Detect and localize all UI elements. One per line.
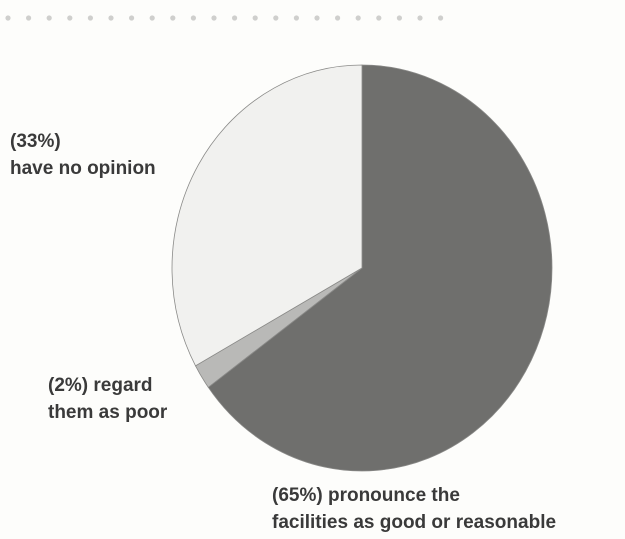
dot xyxy=(252,15,258,21)
category-label: pronounce the facilities as good or reas… xyxy=(272,485,557,533)
pie xyxy=(171,64,553,472)
slice-label: (65%) pronounce the facilities as good o… xyxy=(272,482,622,536)
value-label: (2%) xyxy=(48,375,89,396)
dot xyxy=(5,15,11,21)
dot xyxy=(335,15,341,21)
dot xyxy=(129,15,135,21)
dot xyxy=(293,15,299,21)
dot xyxy=(376,15,382,21)
dot xyxy=(46,15,52,21)
dot xyxy=(232,15,238,21)
pie-slice xyxy=(207,64,553,472)
dot xyxy=(170,15,176,21)
dot xyxy=(108,15,114,21)
dot xyxy=(211,15,217,21)
dot xyxy=(417,15,423,21)
dot xyxy=(67,15,73,21)
value-label: (65%) xyxy=(272,485,323,506)
dot xyxy=(355,15,361,21)
dot xyxy=(26,15,32,21)
slice-label: (2%) regard them as poor xyxy=(48,372,183,426)
dot xyxy=(87,15,93,21)
pie-slice xyxy=(171,64,363,367)
value-label: (33%) xyxy=(10,131,61,152)
dot xyxy=(396,15,402,21)
slice-label: (33%) have no opinion xyxy=(10,128,230,182)
decorative-dots xyxy=(5,15,444,21)
dot xyxy=(190,15,196,21)
dot xyxy=(149,15,155,21)
dot xyxy=(273,15,279,21)
dot xyxy=(314,15,320,21)
dot xyxy=(438,15,444,21)
category-label: regard them as poor xyxy=(48,375,168,423)
category-label: have no opinion xyxy=(10,158,156,179)
